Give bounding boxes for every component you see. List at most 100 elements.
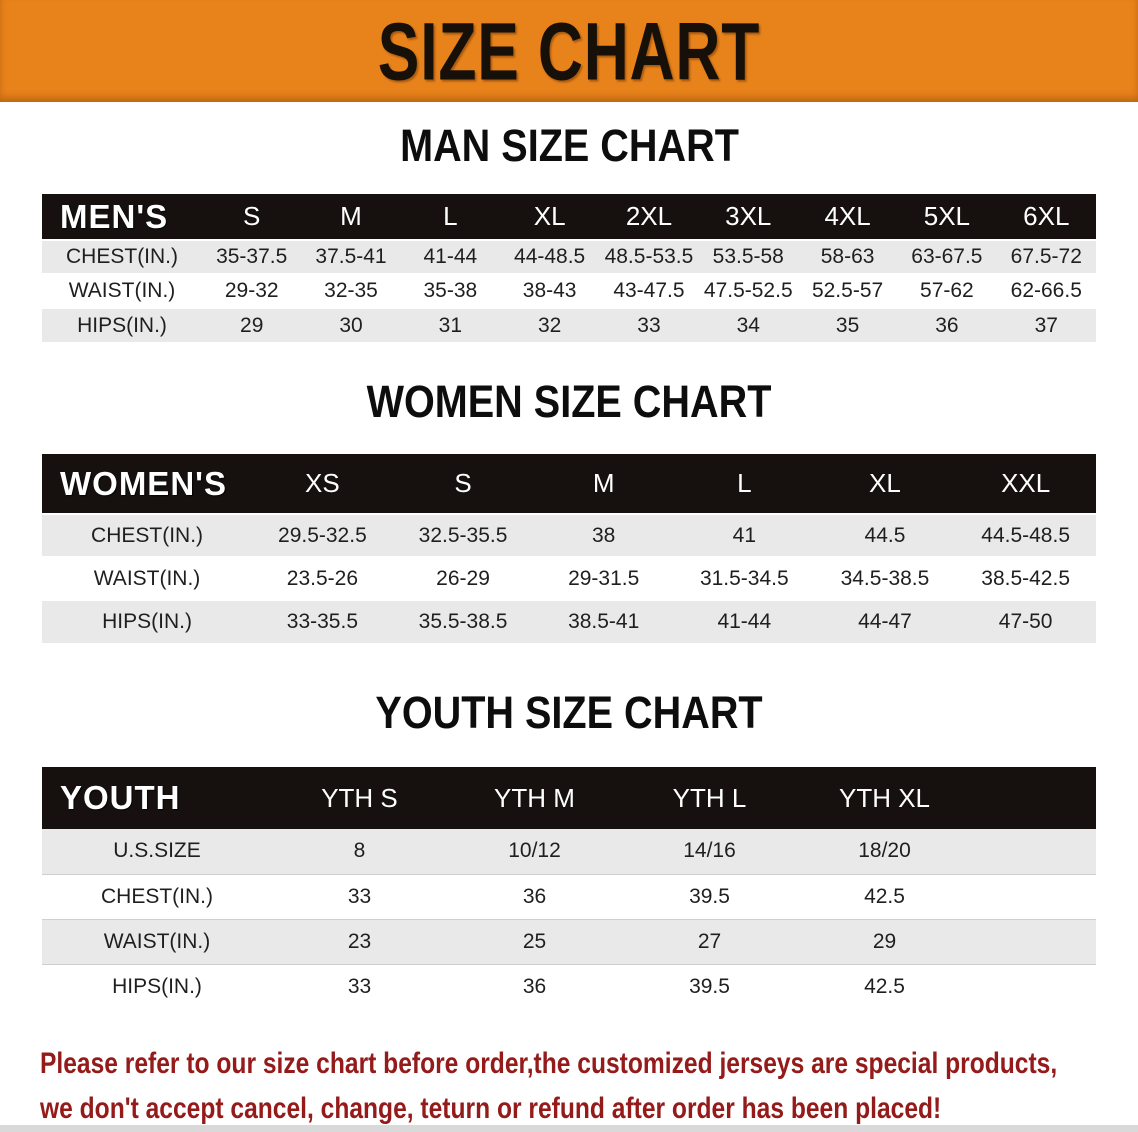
table-row: CHEST(IN.) 29.5-32.5 32.5-35.5 38 41 44.… (42, 514, 1096, 557)
disclaimer-line-1: Please refer to our size chart before or… (40, 1047, 1058, 1080)
cell: 67.5-72 (1010, 245, 1082, 268)
cell: 33-35.5 (286, 610, 359, 633)
cell: 53.5-58 (712, 245, 784, 268)
cell: 52.5-57 (811, 279, 884, 302)
cell: 25 (522, 929, 547, 953)
cell: 23.5-26 (286, 566, 359, 590)
cell: 14/16 (683, 839, 736, 863)
cell: 29-32 (224, 279, 279, 302)
size-chart-banner: SIZE CHART (0, 0, 1138, 102)
cell: 31.5-34.5 (699, 566, 789, 590)
cell: 38-43 (522, 279, 577, 302)
women-col-header: XS (305, 468, 340, 498)
cell: 36 (935, 313, 959, 337)
cell: 29.5-32.5 (278, 523, 367, 547)
row-label: HIPS(IN.) (112, 974, 202, 998)
cell: 48.5-53.5 (604, 245, 694, 268)
cell: 41 (732, 523, 756, 547)
women-section-title: WOMEN SIZE CHART (366, 376, 772, 427)
cell: 39.5 (689, 884, 730, 908)
men-col-header: XL (533, 201, 566, 231)
youth-col-header: YTH L (672, 782, 747, 813)
women-header-label: WOMEN'S (60, 464, 228, 502)
cell: 31 (438, 313, 462, 337)
youth-section-title: YOUTH SIZE CHART (375, 687, 763, 738)
cell: 36 (522, 884, 547, 908)
youth-size-table: YOUTH YTH S YTH M YTH L YTH XL U.S.SIZE … (42, 767, 1096, 1009)
cell: 41-44 (717, 610, 772, 633)
cell: 41-44 (423, 245, 478, 268)
cell: 43-47.5 (613, 279, 685, 302)
table-row: WAIST(IN.) 29-32 32-35 35-38 38-43 43-47… (42, 274, 1096, 308)
men-section-title: MAN SIZE CHART (399, 120, 739, 171)
bottom-divider (0, 1125, 1138, 1132)
row-label: CHEST(IN.) (91, 523, 204, 547)
cell: 35-38 (423, 279, 478, 302)
cell: 44.5-48.5 (981, 523, 1071, 547)
cell: 38.5-41 (568, 610, 640, 633)
table-row: CHEST(IN.) 35-37.5 37.5-41 41-44 44-48.5… (42, 240, 1096, 274)
cell: 37 (1034, 313, 1058, 337)
women-col-header: XL (869, 468, 901, 498)
table-row: WAIST(IN.) 23.5-26 26-29 29-31.5 31.5-34… (42, 557, 1096, 600)
men-col-header: 2XL (625, 201, 673, 231)
cell: 27 (697, 929, 722, 953)
cell: 62-66.5 (1010, 279, 1082, 302)
youth-col-header: YTH S (321, 782, 398, 813)
table-row: HIPS(IN.) 33-35.5 35.5-38.5 38.5-41 41-4… (42, 600, 1096, 643)
table-row: WAIST(IN.) 23 25 27 29 (42, 919, 1096, 964)
cell: 37.5-41 (315, 245, 387, 268)
cell: 30 (339, 313, 363, 337)
men-col-header: 5XL (923, 201, 971, 231)
spacer-cell (972, 767, 1096, 829)
cell: 44-48.5 (514, 245, 586, 268)
row-label: CHEST(IN.) (66, 245, 179, 268)
cell: 42.5 (864, 974, 905, 998)
cell: 57-62 (920, 279, 974, 302)
women-col-header: M (592, 468, 615, 498)
men-size-table: MEN'S S M L XL 2XL 3XL 4XL 5XL 6XL CHEST… (42, 194, 1096, 342)
row-label: HIPS(IN.) (77, 313, 167, 337)
disclaimer-line-2: we don't accept cancel, change, teturn o… (40, 1092, 942, 1125)
table-row: U.S.SIZE 8 10/12 14/16 18/20 (42, 829, 1096, 874)
row-label: WAIST(IN.) (103, 929, 211, 953)
youth-col-header: YTH XL (838, 782, 931, 813)
cell: 39.5 (689, 974, 730, 998)
spacer-cell (972, 829, 1096, 874)
cell: 33 (637, 313, 661, 337)
cell: 38 (592, 523, 616, 547)
youth-header-label: YOUTH (60, 779, 181, 816)
spacer-cell (972, 964, 1096, 1009)
cell: 35 (835, 313, 860, 337)
men-header-row: MEN'S S M L XL 2XL 3XL 4XL 5XL 6XL (42, 194, 1096, 240)
cell: 42.5 (864, 884, 905, 908)
spacer-cell (972, 919, 1096, 964)
cell: 63-67.5 (911, 245, 983, 268)
women-col-header: S (454, 468, 472, 498)
cell: 33 (347, 884, 372, 908)
cell: 35-37.5 (216, 245, 288, 268)
row-label: HIPS(IN.) (102, 610, 192, 633)
cell: 34 (736, 313, 760, 337)
cell: 47.5-52.5 (703, 279, 793, 302)
cell: 33 (347, 974, 372, 998)
women-col-header: L (737, 468, 752, 498)
women-size-table: WOMEN'S XS S M L XL XXL CHEST(IN.) 29.5-… (42, 454, 1096, 643)
cell: 32 (537, 313, 562, 337)
men-col-header: L (443, 201, 458, 231)
cell: 8 (353, 839, 366, 863)
row-label: WAIST(IN.) (68, 279, 176, 302)
cell: 10/12 (508, 839, 561, 863)
table-row: HIPS(IN.) 29 30 31 32 33 34 35 36 37 (42, 308, 1096, 342)
cell: 29 (240, 313, 264, 337)
cell: 35.5-38.5 (418, 610, 508, 633)
table-row: CHEST(IN.) 33 36 39.5 42.5 (42, 874, 1096, 919)
row-label: CHEST(IN.) (101, 884, 213, 908)
cell: 18/20 (858, 839, 911, 863)
cell: 26-29 (436, 566, 490, 590)
banner-title: SIZE CHART (377, 4, 761, 97)
cell: 23 (347, 929, 372, 953)
cell: 38.5-42.5 (981, 566, 1071, 590)
disclaimer-note: Please refer to our size chart before or… (0, 1041, 1138, 1131)
cell: 34.5-38.5 (840, 566, 930, 590)
